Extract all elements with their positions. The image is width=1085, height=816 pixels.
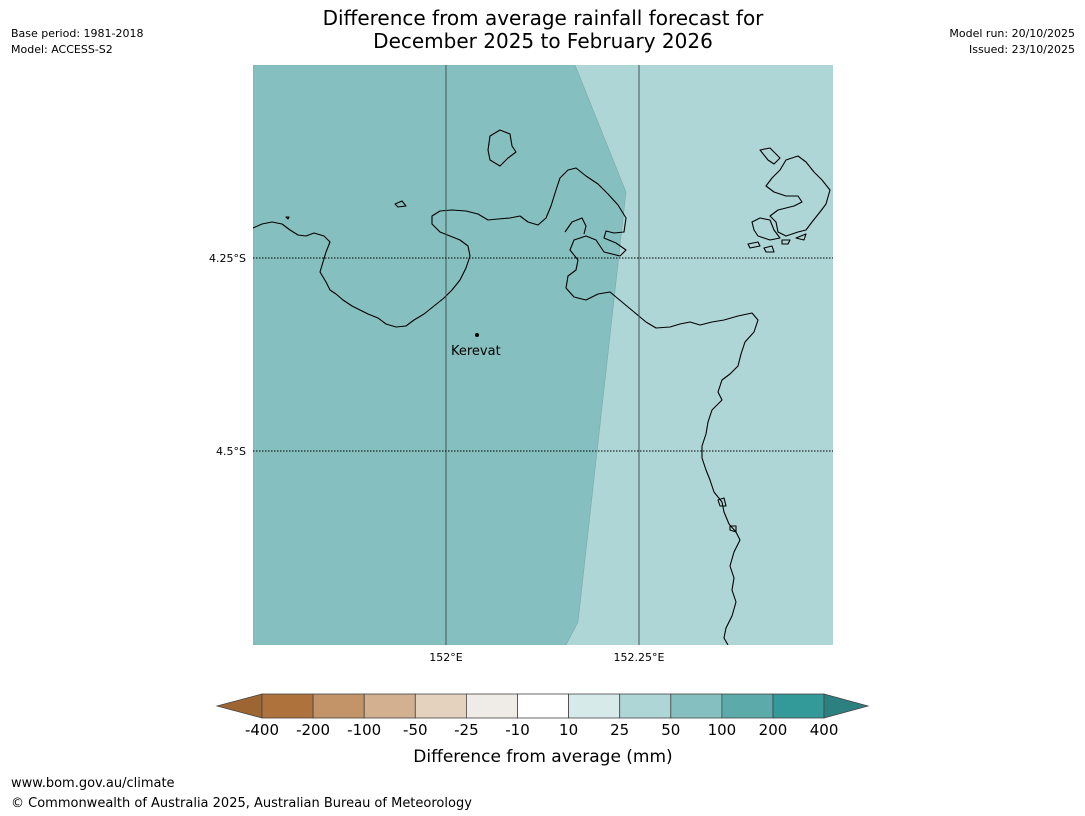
- lat-label-4-25s: 4.25°S: [209, 252, 246, 265]
- forecast-zone-50-to-100: [253, 65, 627, 645]
- lat-label-4-5s: 4.5°S: [216, 445, 246, 458]
- lon-label-152e: 152°E: [429, 651, 462, 664]
- coastline-small-isle: [394, 200, 407, 208]
- graticule: [253, 65, 833, 645]
- colorbar: -400 -200 -100 -50 -25 -10 10 25 50 100 200 400 Dif…: [215, 693, 870, 767]
- colorbar-extend-high: [823, 693, 870, 719]
- colorbar-tick-label: -400: [245, 721, 279, 739]
- colorbar-cell: [619, 693, 672, 719]
- kerevat-label: Kerevat: [451, 344, 501, 359]
- colorbar-tick-label: 200: [759, 721, 788, 739]
- title-line-2: December 2025 to February 2026: [373, 29, 713, 53]
- coastline-islet: [487, 129, 517, 167]
- map-panel: Kerevat: [253, 65, 833, 645]
- footer-url[interactable]: www.bom.gov.au/climate: [11, 776, 175, 791]
- colorbar-cell: [465, 693, 518, 719]
- colorbar-cell: [414, 693, 467, 719]
- colorbar-title: Difference from average (mm): [413, 747, 672, 767]
- colorbar-tick-label: 10: [559, 721, 578, 739]
- colorbar-tick-label: -50: [403, 721, 428, 739]
- coastline-dot-isle: [285, 216, 290, 220]
- coastline-gazelle-peninsula: [253, 167, 759, 645]
- issued-text: Issued: 23/10/2025: [968, 43, 1075, 56]
- colorbar-tick-label: 100: [708, 721, 737, 739]
- colorbar-cell: [772, 693, 825, 719]
- colorbar-cell: [261, 693, 314, 719]
- colorbar-tick-label: -100: [347, 721, 381, 739]
- colorbar-cell: [363, 693, 416, 719]
- model-text: Model: ACCESS-S2: [11, 43, 113, 56]
- map-title: Difference from average rainfall forecas…: [243, 7, 843, 53]
- colorbar-cell: [312, 693, 365, 719]
- title-line-1: Difference from average rainfall forecas…: [322, 6, 764, 30]
- colorbar-tick-label: 50: [661, 721, 680, 739]
- footer-copyright: © Commonwealth of Australia 2025, Austra…: [11, 796, 472, 811]
- colorbar-tick-label: 25: [610, 721, 629, 739]
- coastline-small-islands-east: [717, 497, 737, 533]
- header-meta-left: Base period: 1981-2018 Model: ACCESS-S2: [11, 26, 143, 58]
- model-run-text: Model run: 20/10/2025: [949, 27, 1075, 40]
- colorbar-cells: [261, 693, 825, 719]
- colorbar-tick-label: 400: [810, 721, 839, 739]
- base-period-text: Base period: 1981-2018: [11, 27, 144, 40]
- colorbar-tick-label: -10: [505, 721, 530, 739]
- colorbar-cell: [721, 693, 774, 719]
- colorbar-tick-label: -25: [454, 721, 479, 739]
- colorbar-cell: [568, 693, 621, 719]
- colorbar-cell: [517, 693, 569, 719]
- header-meta-right: Model run: 20/10/2025 Issued: 23/10/2025: [949, 26, 1075, 58]
- colorbar-cell: [670, 693, 723, 719]
- colorbar-extend-low: [215, 693, 263, 719]
- coastline: [253, 129, 831, 645]
- lon-label-152-25e: 152.25°E: [614, 651, 665, 664]
- colorbar-tick-label: -200: [296, 721, 330, 739]
- coastline-inner-bay: [564, 217, 587, 235]
- colorbar-tick-labels: -400 -200 -100 -50 -25 -10 10 25 50 100 200 400: [245, 721, 838, 739]
- kerevat-marker: [475, 333, 479, 337]
- coastline-duke-of-york-islands: [747, 147, 831, 253]
